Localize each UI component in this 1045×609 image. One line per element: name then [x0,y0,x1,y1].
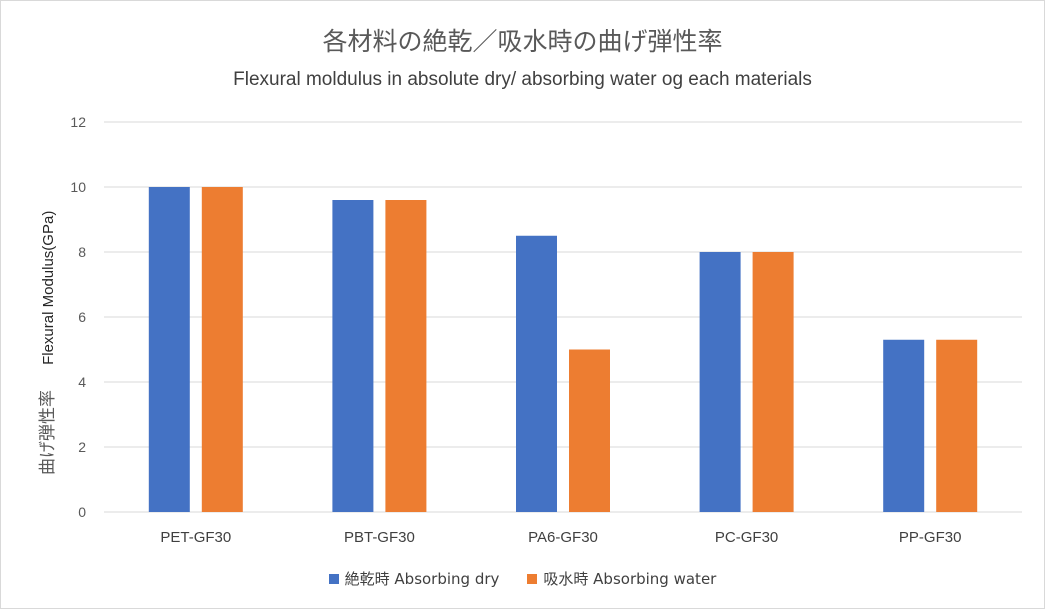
y-tick-label: 12 [70,114,86,130]
bar [385,200,427,512]
bar [936,339,978,512]
y-tick-label: 2 [78,439,86,455]
x-tick-label: PET-GF30 [160,529,231,546]
bar [699,252,741,512]
x-tick-label: PC-GF30 [715,529,778,546]
legend-swatch-dry [328,573,339,584]
bar [569,349,610,512]
legend-item-dry: 絶乾時 Absorbing dry [328,568,500,589]
legend-swatch-water [527,573,538,584]
legend-item-water: 吸水時 Absorbing water [527,568,716,589]
y-tick-label: 4 [78,374,86,390]
chart-title: 各材料の絶乾／吸水時の曲げ弾性率 [322,27,723,56]
bar [516,235,557,512]
y-tick-label: 0 [78,504,86,520]
x-tick-label: PA6-GF30 [528,529,598,546]
y-tick-label: 8 [78,244,86,260]
bar [332,200,374,512]
legend-label-dry: 絶乾時 Absorbing dry [344,570,500,588]
y-tick-label: 10 [70,179,86,195]
x-tick-label: PBT-GF30 [344,529,415,546]
bar [752,252,794,512]
chart-subtitle: Flexural moldulus in absolute dry/ absor… [233,69,812,90]
bar [148,187,190,512]
y-tick-label: 6 [78,309,86,325]
legend: 絶乾時 Absorbing dry 吸水時 Absorbing water [0,568,1045,589]
legend-label-water: 吸水時 Absorbing water [543,570,717,588]
bar [883,339,925,512]
x-tick-label: PP-GF30 [899,529,962,546]
bar [201,187,243,512]
